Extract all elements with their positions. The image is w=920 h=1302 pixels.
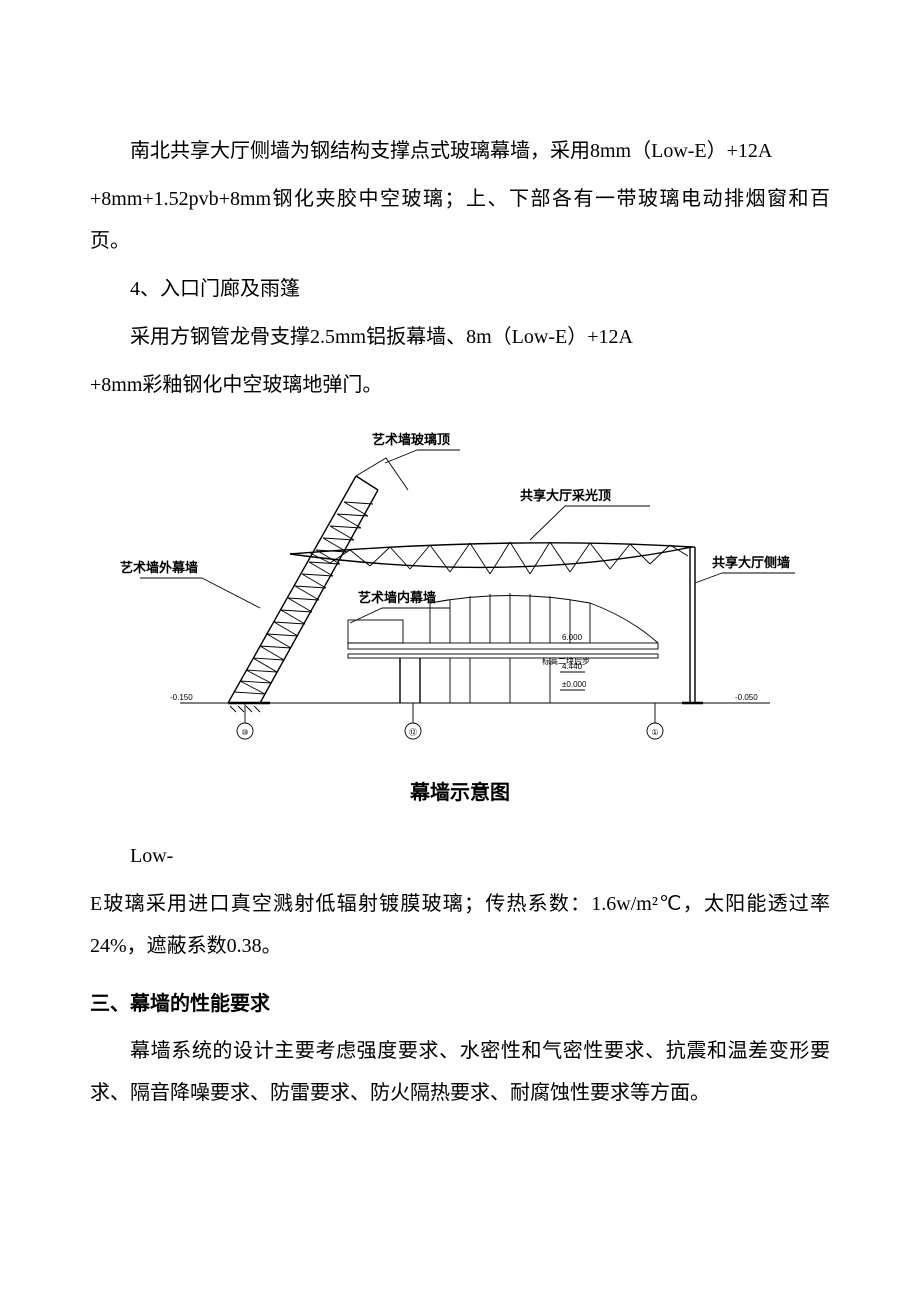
paragraph-1-line-1: 南北共享大厅侧墙为钢结构支撑点式玻璃幕墙，采用8mm（Low-E）+12A: [90, 130, 830, 172]
skylight-truss: [290, 542, 692, 574]
callout-side-wall: 共享大厅侧墙: [695, 555, 795, 583]
left-elev-label: -0.150: [170, 693, 193, 702]
callout-inner-wall: 艺术墙内幕墙: [350, 590, 450, 623]
paragraph-3-line-1: 采用方钢管龙骨支撑2.5mm铝扳幕墙、8m（Low-E）+12A: [90, 316, 830, 358]
art-wall-truss: [228, 476, 378, 703]
paragraph-4-line-2: E玻璃采用进口真空溅射低辐射镀膜玻璃；传热系数：1.6w/m²℃，太阳能透过率2…: [90, 883, 830, 967]
side-wall-column: [682, 547, 703, 703]
paragraph-4-line-1: Low-: [90, 835, 830, 877]
curtain-wall-diagram: -0.150 -0.050 ⑩ ⑫ ①: [90, 428, 830, 758]
svg-text:共享大厅侧墙: 共享大厅侧墙: [712, 555, 790, 570]
section-3-heading: 三、幕墙的性能要求: [90, 987, 830, 1016]
svg-text:共享大厅采光顶: 共享大厅采光顶: [520, 488, 611, 503]
grid-col-12: ⑫: [409, 728, 417, 737]
roof-glass-cap: [356, 458, 408, 490]
grid-col-10: ⑩: [241, 728, 248, 737]
grid-col-1: ①: [651, 728, 658, 737]
svg-text:艺术墙玻璃顶: 艺术墙玻璃顶: [372, 432, 450, 447]
right-elev-label: -0.050: [735, 693, 758, 702]
level-markers: 6.000 4.440 ±0.000 标高二块后步: [542, 633, 590, 690]
diagram-caption: 幕墙示意图: [90, 776, 830, 805]
ground-hatch: [228, 703, 270, 712]
paragraph-3-line-2: +8mm彩釉钢化中空玻璃地弹门。: [90, 364, 830, 406]
callout-outer-wall: 艺术墙外幕墙: [120, 560, 260, 608]
callout-skylight: 共享大厅采光顶: [520, 488, 650, 540]
paragraph-1-line-2: +8mm+1.52pvb+8mm钢化夹胶中空玻璃；上、下部各有一带玻璃电动排烟窗…: [90, 178, 830, 262]
building-mass: [348, 593, 658, 703]
svg-text:标高二块后步: 标高二块后步: [542, 656, 590, 666]
svg-text:6.000: 6.000: [562, 633, 583, 642]
svg-text:艺术墙外幕墙: 艺术墙外幕墙: [120, 560, 198, 575]
svg-text:±0.000: ±0.000: [562, 680, 587, 689]
paragraph-5: 幕墙系统的设计主要考虑强度要求、水密性和气密性要求、抗震和温差变形要求、隔音降噪…: [90, 1030, 830, 1114]
section-4-heading: 4、入口门廊及雨篷: [90, 268, 830, 310]
svg-text:艺术墙内幕墙: 艺术墙内幕墙: [358, 590, 436, 605]
